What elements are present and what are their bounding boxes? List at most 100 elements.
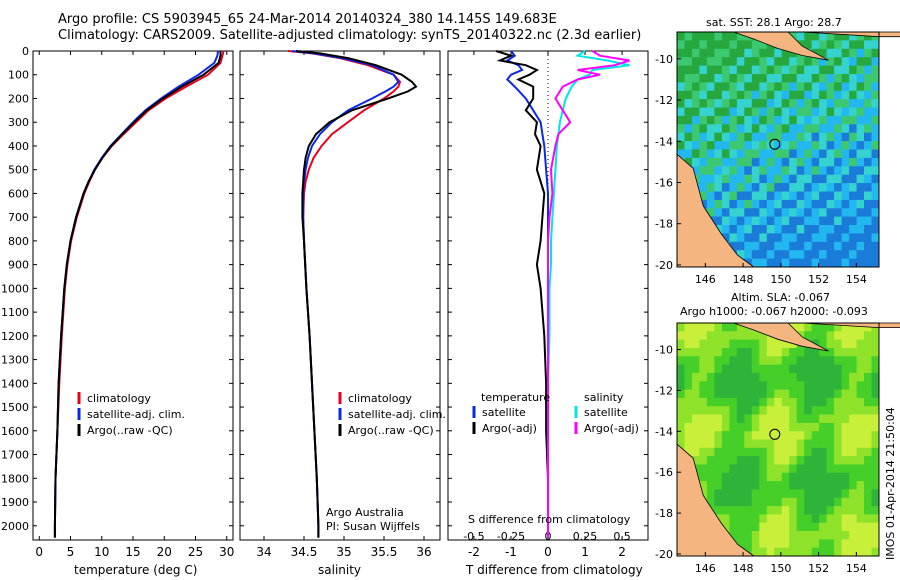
sla-map-cell (871, 522, 880, 532)
sla-map-cell (796, 447, 805, 457)
sla-map-cell (751, 406, 760, 415)
sla-map-cell (766, 372, 775, 382)
sst-map-cell (699, 157, 708, 167)
sla-map-cell (826, 464, 835, 474)
difference-t-xtick-label: -1 (505, 545, 517, 559)
sla-map-cell (804, 323, 813, 332)
sla-map-cell (736, 481, 745, 490)
sla-map-cell (841, 447, 850, 457)
sla-map-cell (721, 472, 730, 482)
difference-series-argo_s (547, 50, 630, 538)
sla-map-cell (849, 381, 858, 391)
sla-map-cell (677, 356, 685, 366)
sst-map-cell (834, 258, 843, 268)
sla-map-cell (826, 348, 835, 357)
sla-map-cell (736, 539, 745, 549)
sst-map-cell (684, 82, 693, 92)
sla-map-cell (684, 414, 693, 424)
sst-map-cell (751, 241, 760, 251)
sst-map-cell (729, 225, 738, 234)
sla-map-cell (736, 348, 745, 357)
sst-map-cell (826, 90, 835, 100)
sla-map-cell (684, 339, 693, 349)
sla-map-cell (796, 481, 805, 490)
sla-map-cell (751, 431, 760, 440)
sst-map-cell (849, 183, 858, 192)
sst-map-cell (871, 132, 880, 142)
sst-map-cell (811, 157, 820, 167)
sla-map-cell (841, 439, 850, 449)
sla-map-cell (819, 522, 828, 532)
sst-map-cell (736, 241, 745, 251)
sst-map-cell (856, 258, 865, 268)
sst-map-cell (692, 32, 700, 41)
sst-map-cell (811, 90, 820, 100)
sla-map-cell (849, 331, 858, 341)
sla-map-cell (849, 539, 858, 549)
sla-map-cell (744, 514, 753, 524)
sst-map-cell (759, 124, 768, 134)
sst-map-cell (864, 199, 872, 209)
sst-map-cell (781, 183, 790, 192)
sst-map-cell (834, 191, 843, 201)
sst-map-cell (849, 250, 858, 260)
sst-map-cell (736, 250, 745, 260)
sla-map-cell (804, 472, 813, 482)
depth-tick-label: 100 (8, 69, 29, 82)
sst-map-cell (706, 157, 715, 167)
sst-map-cell (677, 57, 685, 67)
sla-map-cell (856, 431, 865, 440)
sla-map-cell (744, 431, 753, 440)
temperature-xtick-label: 10 (94, 545, 109, 559)
sla-map-cell (706, 372, 715, 382)
sst-map-cell (841, 216, 850, 226)
sst-map-cell (781, 132, 790, 142)
sla-map-cell (744, 439, 753, 449)
salinity-xlabel: salinity (318, 563, 362, 577)
sla-map-cell (744, 414, 753, 424)
sst-map-cell (804, 208, 813, 218)
sla-map-cell (871, 447, 880, 457)
sla-map-cell (864, 506, 872, 515)
sla-map-cell (841, 472, 850, 482)
figure-title-line-1: Argo profile: CS 5903945_65 24-Mar-2014 … (58, 12, 557, 27)
sla-map-cell (699, 323, 708, 332)
sla-map-cell (751, 472, 760, 482)
sst-map-cell (751, 99, 760, 108)
sla-map-cell (864, 522, 872, 532)
sst-map-cell (781, 166, 790, 176)
temperature-xtick-label: 30 (219, 545, 234, 559)
sst-map-cell (751, 149, 760, 159)
sla-map-cell (826, 364, 835, 374)
sla-map-cell (721, 481, 730, 490)
sst-map-cell (721, 82, 730, 92)
sst-map-cell (759, 174, 768, 184)
sst-map-cell (751, 258, 760, 268)
sst-map-cell (804, 225, 813, 234)
sst-map-cell (751, 107, 760, 117)
sst-map-cell (736, 115, 745, 125)
sla-map-cell (841, 547, 850, 557)
sst-map-cell (864, 57, 872, 67)
sst-map-cell (751, 57, 760, 67)
sla-map-cell (789, 364, 798, 374)
sla-map-cell (692, 422, 700, 432)
sla-map-cell (789, 522, 798, 532)
sla-map-cell (744, 348, 753, 357)
sst-map-cell (774, 115, 783, 125)
sst-map-cell (811, 107, 820, 117)
sla-map-cell (736, 489, 745, 499)
sla-map-cell (864, 497, 872, 507)
sst-map-cell (849, 99, 858, 108)
sst-map-cell (834, 149, 843, 159)
sst-map-cell (856, 132, 865, 142)
sst-map-cell (856, 241, 865, 251)
sla-map-cell (692, 381, 700, 391)
sla-map-cell (804, 522, 813, 532)
sst-map-cell (834, 99, 843, 108)
sst-map-cell (841, 174, 850, 184)
sst-map-cell (729, 48, 738, 58)
sla-map-cell (804, 506, 813, 515)
sla-map-land-islands (802, 322, 900, 329)
depth-tick-label: 0 (22, 45, 29, 58)
